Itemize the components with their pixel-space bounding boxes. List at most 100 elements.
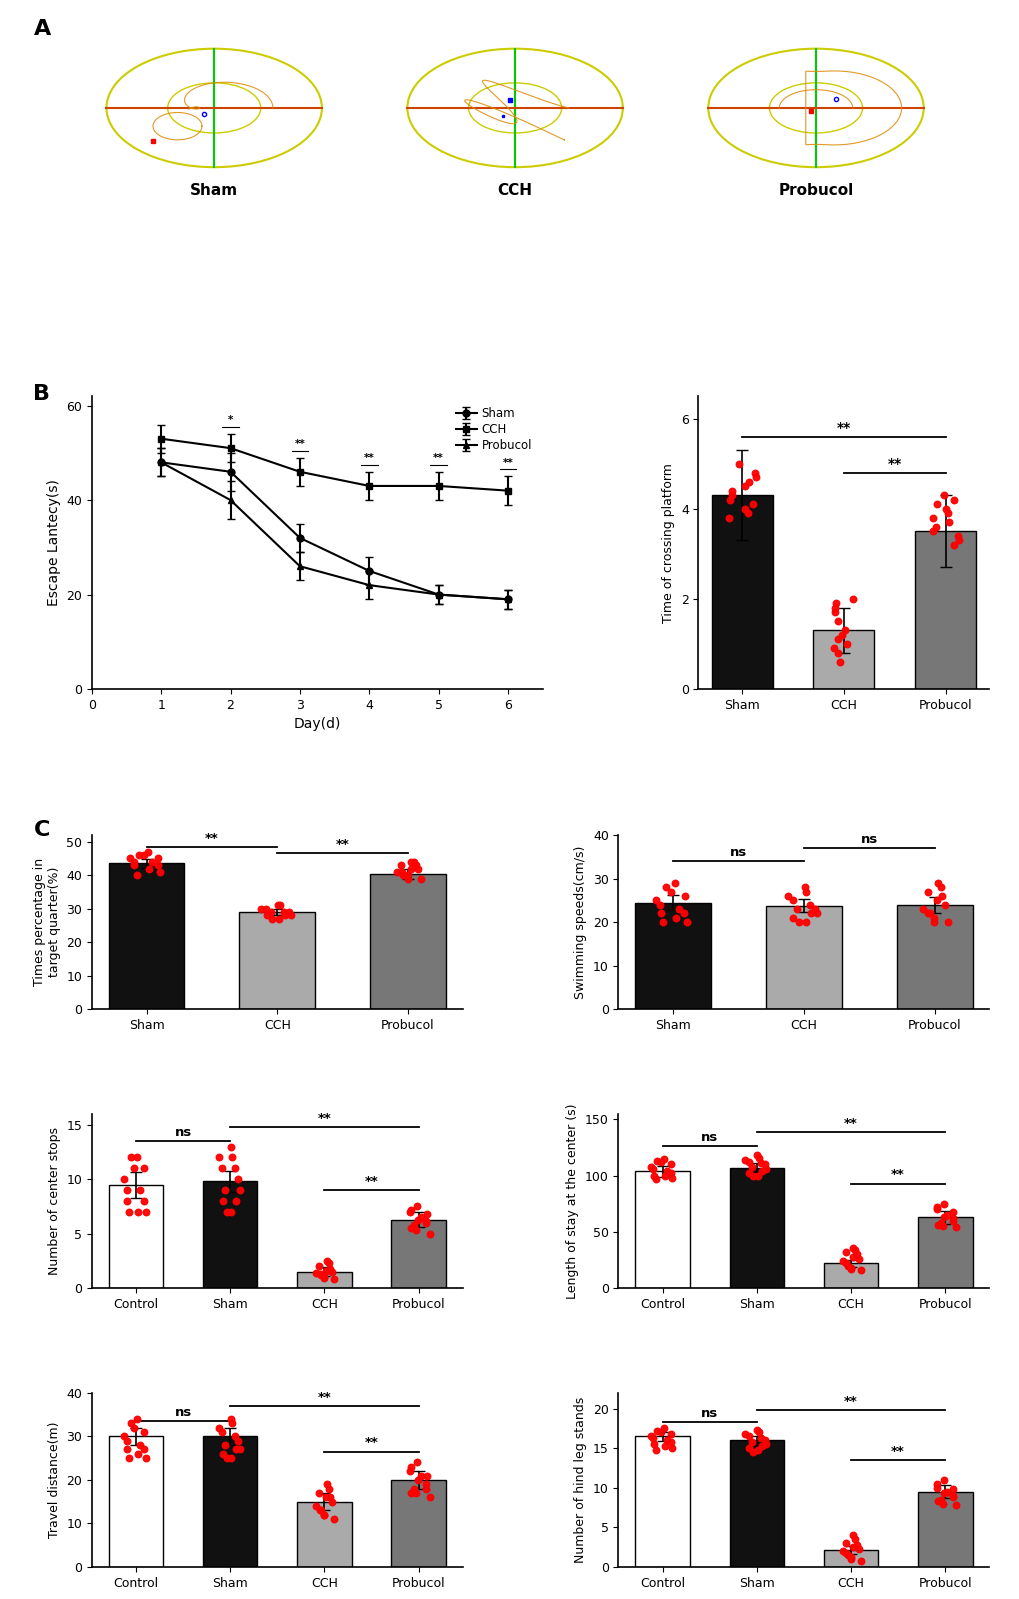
Point [421,1484,437,1509]
Point [642,1423,658,1449]
Point [919,879,935,905]
Point [779,883,795,908]
Point [316,1501,332,1527]
Y-axis label: Time of crossing platform: Time of crossing platform [661,462,675,622]
Point [651,892,667,918]
Point [129,1441,146,1466]
Point [784,887,800,913]
Point [658,1428,675,1453]
Point [797,910,813,935]
Point [723,483,740,508]
Bar [109,1436,163,1567]
Point [944,1206,960,1231]
Bar [297,1271,352,1289]
Point [322,1484,338,1509]
Point [935,1481,952,1506]
Text: A: A [34,19,51,40]
Point [753,1158,769,1183]
Point [661,1430,678,1455]
Point [652,1420,668,1445]
Text: C: C [34,820,50,841]
Point [308,1260,324,1286]
Point [737,1422,753,1447]
Point [844,1244,860,1270]
Point [842,1545,858,1570]
Point [131,1433,148,1458]
Text: Probucol: Probucol [777,182,853,198]
Point [118,1177,135,1202]
Point [115,1423,131,1449]
Point [803,900,819,926]
Point [280,899,297,924]
Point [394,862,411,887]
Text: **: ** [317,1391,331,1404]
Point [747,464,763,489]
Point [720,488,737,513]
Point [128,1145,145,1170]
Point [723,478,740,504]
Bar [203,1436,257,1567]
Point [262,899,278,924]
Text: ns: ns [730,846,747,859]
Point [131,1177,148,1202]
Point [418,1201,434,1226]
Point [231,1177,248,1202]
Point [839,632,855,657]
Point [210,1145,226,1170]
Point [409,1450,425,1476]
Point [230,1166,247,1191]
Point [677,883,693,908]
Point [409,1207,425,1233]
Point [137,1420,153,1445]
Point [121,846,138,871]
Point [210,1415,226,1441]
Point [746,461,762,486]
Point [258,903,274,929]
Text: **: ** [364,1175,378,1188]
Point [119,1436,136,1461]
Point [944,1482,960,1508]
Point [264,907,280,932]
Point [311,1262,327,1287]
Point [137,1156,153,1182]
Point [753,1433,769,1458]
Point [743,1430,759,1455]
Point [739,500,755,526]
Point [308,1493,324,1519]
Point [933,1490,950,1516]
Point [258,895,274,921]
Text: **: ** [335,838,350,851]
Point [936,892,953,918]
Bar [729,1441,784,1567]
Point [276,903,292,929]
Point [253,895,269,921]
Point [311,1254,327,1279]
Point [748,1143,764,1169]
Point [838,1250,854,1276]
Point [418,1471,434,1497]
Point [938,910,955,935]
Bar [896,905,971,1009]
Legend: Sham, CCH, Probucol: Sham, CCH, Probucol [450,401,536,456]
Point [928,1194,945,1220]
Point [138,1199,154,1225]
Point [929,1489,946,1514]
Point [226,1156,243,1182]
Point [749,1438,765,1463]
Text: **: ** [891,1169,904,1182]
Point [136,1436,152,1461]
Point [218,1199,234,1225]
Point [318,1249,334,1274]
Point [316,1501,332,1527]
Point [923,505,940,531]
Point [122,1145,139,1170]
Point [647,1438,663,1463]
Point [227,1436,244,1461]
Point [125,849,142,875]
Point [399,862,416,887]
Point [136,1188,152,1214]
Text: **: ** [836,421,850,435]
Point [392,852,409,878]
Point [126,852,143,878]
Point [845,1234,861,1260]
